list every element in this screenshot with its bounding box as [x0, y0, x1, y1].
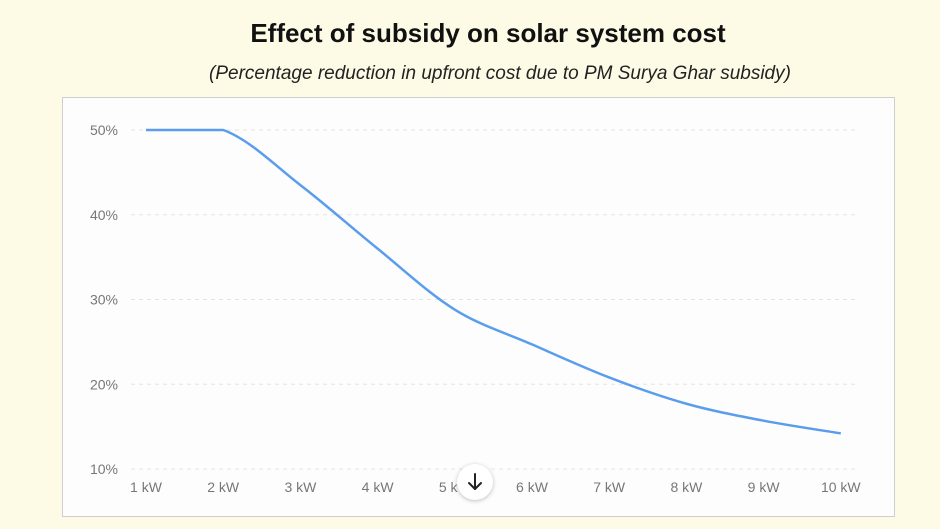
data-point [298, 183, 302, 187]
chart-frame: 10% 20% 30% 40% 50% 1 kW 2 kW 3 kW 4 kW 5 kW 6 kW… [62, 97, 895, 517]
x-tick-label: 1 kW [130, 479, 163, 495]
y-tick-label: 10% [90, 461, 118, 477]
y-tick-label: 30% [90, 292, 118, 308]
x-tick-label: 9 kW [748, 479, 781, 495]
x-tick-label: 8 kW [670, 479, 703, 495]
chart-title: Effect of subsidy on solar system cost [250, 18, 726, 48]
x-tick-label: 6 kW [516, 479, 549, 495]
x-tick-label: 4 kW [362, 479, 395, 495]
x-axis-ticks: 1 kW 2 kW 3 kW 4 kW 5 kW 6 kW 7 kW 8 kW 9 kW 10 k… [130, 479, 861, 495]
grid-lines [131, 129, 858, 470]
x-tick-label: 7 kW [593, 479, 626, 495]
data-point [607, 375, 611, 379]
line-chart: 10%20%30%40%50% 1 kW 2 kW 3 kW 4 kW 5 kW 6 kW… [90, 122, 861, 495]
data-point [144, 128, 148, 132]
y-tick-label: 50% [90, 122, 118, 138]
y-tick-label: 40% [90, 207, 118, 223]
data-point [762, 419, 766, 423]
series-layer [144, 128, 843, 435]
data-point [221, 128, 225, 132]
series-line [145, 128, 842, 435]
data-point [453, 308, 457, 312]
arrow-down-icon [468, 473, 482, 490]
scroll-down-button[interactable] [457, 464, 493, 500]
x-tick-label: 10 kW [821, 479, 861, 495]
x-tick-label: 3 kW [284, 479, 317, 495]
data-point [839, 431, 843, 435]
y-tick-label: 20% [90, 376, 118, 392]
data-point [530, 342, 534, 346]
data-point [684, 402, 688, 406]
chart-subtitle: (Percentage reduction in upfront cost du… [209, 63, 791, 84]
data-point [376, 247, 380, 251]
y-axis-ticks: 10% 20% 30% 40% 50% [90, 122, 118, 477]
x-tick-label: 2 kW [207, 479, 240, 495]
